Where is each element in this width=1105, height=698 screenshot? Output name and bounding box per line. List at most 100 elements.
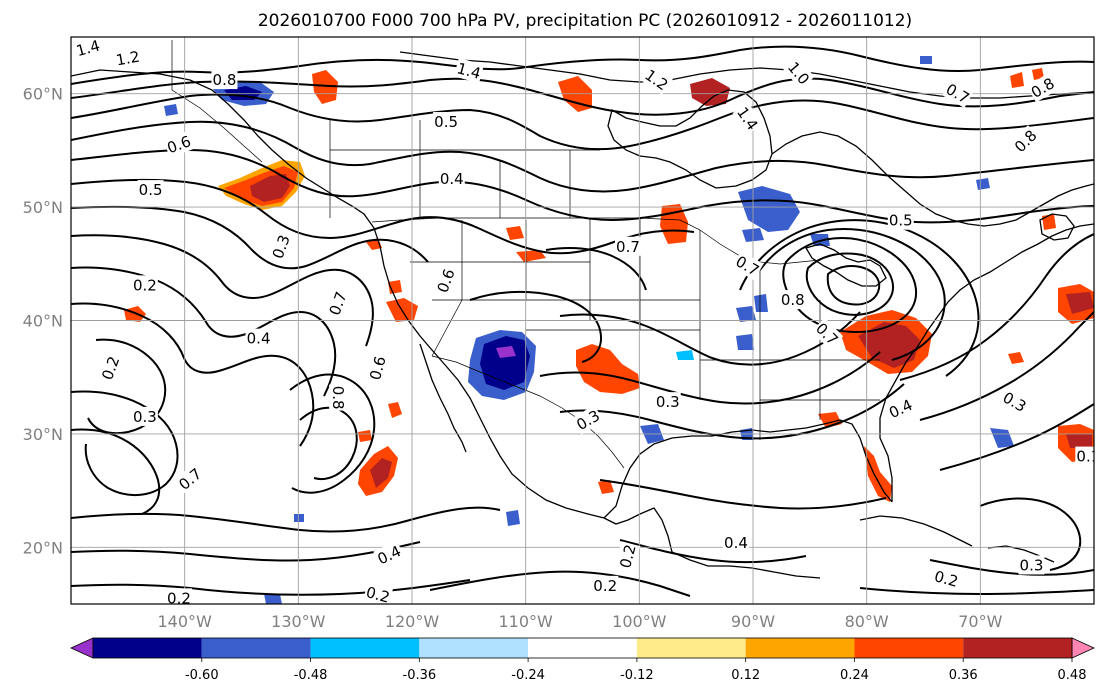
- contour-line: [539, 351, 881, 405]
- contour-label: 0.4: [245, 328, 272, 348]
- colorbar-tick-label: -0.48: [294, 668, 328, 683]
- contour-line: [71, 45, 1094, 85]
- contour-label-bg: [363, 581, 394, 604]
- precip-baffin-neg: [920, 56, 932, 64]
- contour-label: 0.6: [364, 352, 390, 384]
- contour-label-bg: [211, 70, 238, 90]
- colorbar-bin: [636, 638, 746, 658]
- border-us-canada: [371, 217, 821, 265]
- contour-label-text: 0.3: [133, 408, 157, 426]
- precip-mex-neg: [506, 510, 520, 526]
- precip-baffin: [1032, 68, 1044, 80]
- contour-line: [979, 497, 1082, 571]
- contour-line: [71, 120, 1094, 193]
- precip-tenn-neg: [676, 350, 694, 360]
- contour-label-bg: [173, 463, 207, 495]
- contour-label-bg: [884, 394, 917, 423]
- contour-label-text: 1.2: [115, 48, 142, 70]
- contour-label-text: 0.8: [213, 71, 237, 89]
- coast-cuba: [859, 515, 973, 547]
- contour-label: 0.3: [654, 392, 681, 412]
- contour-label: 0.8: [329, 384, 349, 411]
- colorbar-tick-label: 0.24: [840, 668, 869, 683]
- lon-tick-label: 120°W: [385, 612, 440, 631]
- contour-label: 0.3: [1018, 555, 1045, 575]
- coast-east: [879, 223, 1094, 502]
- contour-label: 0.4: [438, 168, 465, 188]
- precip-yucatan: [598, 480, 614, 494]
- contour-line: [739, 219, 980, 377]
- contour-line: [559, 311, 861, 366]
- figure-title: 2026010700 F000 700 hPa PV, precipitatio…: [258, 11, 912, 31]
- precip-idaho: [506, 226, 524, 240]
- precip-atl-neg: [990, 428, 1014, 448]
- contour-label-bg: [811, 317, 844, 350]
- contour-label-bg: [432, 265, 460, 297]
- colorbar-bin: [310, 638, 420, 658]
- colorbar-tick-label: -0.36: [403, 668, 437, 683]
- precip-hudson: [690, 78, 730, 106]
- pv-contours: [71, 45, 1094, 597]
- precip-mo-neg: [754, 294, 768, 312]
- contour-label-bg: [165, 588, 192, 604]
- contour-label-bg: [373, 540, 405, 569]
- contour-label: 0.5: [137, 180, 164, 200]
- precip-pac-neg2: [294, 514, 304, 522]
- contour-line: [469, 290, 602, 363]
- lon-tick-label: 100°W: [612, 612, 667, 631]
- contour-label-text: 0.2: [593, 577, 617, 595]
- contour-label-bg: [96, 352, 124, 384]
- contour-line: [545, 247, 647, 291]
- coast-greatlakes: [805, 243, 887, 287]
- contour-line: [826, 265, 881, 306]
- contour-label-text: 0.4: [440, 170, 464, 188]
- contour-label: 0.1: [1075, 446, 1094, 466]
- contour-label-bg: [592, 575, 619, 595]
- coast-newfoundland: [1039, 213, 1075, 241]
- contour-label: 0.8: [779, 290, 806, 310]
- map-frame: [70, 36, 1095, 605]
- contour-label: 1.4: [72, 37, 103, 61]
- contour-label-bg: [137, 180, 164, 200]
- contour-label: 0.2: [614, 541, 641, 572]
- contour-label-text: 0.6: [366, 354, 390, 382]
- lon-tick-label: 130°W: [271, 612, 326, 631]
- contour-line: [599, 479, 887, 510]
- contour-label-bg: [131, 406, 158, 426]
- contour-label-bg: [163, 130, 195, 158]
- contour-label-text: 0.5: [889, 212, 913, 230]
- contour-label: 0.8: [211, 70, 238, 90]
- contour-label-bg: [438, 168, 465, 188]
- contour-label-bg: [1018, 555, 1045, 575]
- contour-label-text: 0.2: [167, 589, 191, 607]
- lat-tick-label: 30°N: [23, 425, 63, 444]
- contour-label-bg: [267, 231, 295, 263]
- contour-label-text: 0.7: [616, 238, 640, 256]
- contour-label-text: 0.2: [364, 583, 392, 607]
- precip-wyoming: [516, 250, 546, 262]
- contour-line: [71, 77, 1094, 116]
- contour-label: 0.3: [131, 406, 158, 426]
- latitude-tick-labels: 60°N 50°N 40°N 30°N 20°N: [23, 85, 63, 558]
- contour-label-text: 0.4: [724, 534, 748, 552]
- contour-label-text: 0.3: [1020, 556, 1044, 574]
- contour-line: [71, 234, 374, 347]
- contour-line: [899, 233, 1094, 381]
- coast-labrador: [771, 131, 1094, 227]
- precip-atlantic-se-core: [1066, 434, 1092, 448]
- contour-label: 0.2: [131, 275, 158, 295]
- contour-label-bg: [732, 102, 763, 135]
- precip-arizona-core: [480, 336, 530, 390]
- contour-label: 0.2: [931, 566, 962, 592]
- contour-line: [71, 579, 471, 596]
- contour-line: [939, 403, 1094, 471]
- contour-label-text: 0.8: [781, 291, 805, 309]
- coast-baja: [419, 343, 467, 453]
- contour-line: [71, 178, 695, 255]
- contour-label-text: 0.5: [139, 181, 163, 199]
- precip-mexico: [358, 430, 372, 442]
- colorbar-bin: [528, 638, 637, 658]
- contour-label: 0.4: [722, 532, 749, 552]
- precip-baja-core: [370, 458, 392, 488]
